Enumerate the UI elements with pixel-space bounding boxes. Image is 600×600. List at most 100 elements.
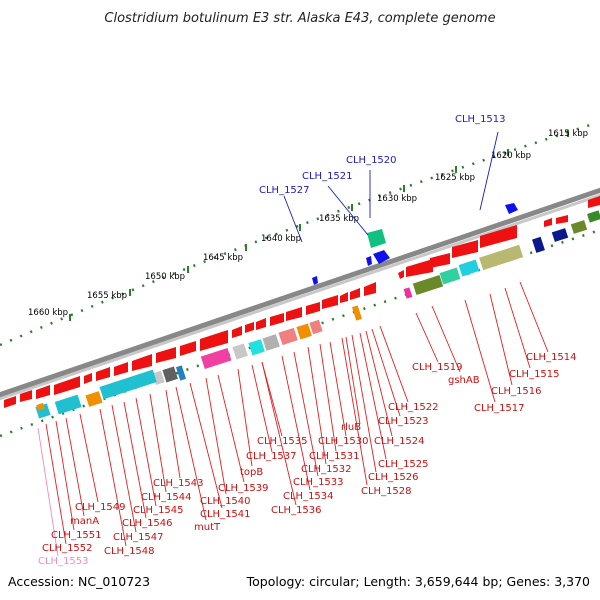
cog-block — [54, 394, 82, 415]
reverse-gene-arrow — [54, 376, 80, 395]
gene-label: CLH_1517 — [474, 403, 525, 414]
reverse-gene-arrow — [270, 313, 284, 326]
kbp-label: 1660 kbp — [28, 308, 68, 318]
gene-label: CLH_1528 — [361, 486, 412, 497]
cog-block — [200, 347, 232, 369]
forward-gene-arrows — [312, 203, 518, 285]
outer-scale-track — [0, 123, 591, 347]
reverse-gene-arrow — [256, 318, 266, 330]
kbp-label: 1635 kbp — [319, 214, 359, 224]
map-title: Clostridium botulinum E3 str. Alaska E43… — [104, 11, 495, 26]
gene-label: CLH_1530 — [318, 436, 369, 447]
gene-label: CLH_1541 — [200, 509, 251, 520]
reverse-gene-arrow — [4, 396, 16, 408]
forward-gene-arrow — [312, 276, 318, 285]
topology-text: Topology: circular; Length: 3,659,644 bp… — [246, 574, 590, 589]
kbp-label: 1615 kbp — [548, 129, 588, 139]
gene-label: CLH_1520 — [346, 155, 397, 166]
genome-backbone-shadow — [0, 193, 600, 401]
cog-block — [551, 228, 569, 242]
gene-label: CLH_1546 — [122, 518, 173, 529]
gene-label: CLH_1535 — [257, 436, 308, 447]
forward-gene-arrow — [367, 229, 386, 248]
reverse-gene-arrow — [306, 302, 320, 315]
rna-gene-labels: CLH_1553 — [38, 556, 89, 567]
forward-gene-labels: CLH_1513 CLH_1520 CLH_1521 CLH_1527 — [259, 114, 506, 196]
gene-label: CLH_1525 — [378, 459, 429, 470]
gene-label: CLH_1534 — [283, 491, 334, 502]
reverse-gene-arrow — [200, 330, 228, 351]
cog-block — [458, 259, 480, 277]
gene-label: CLH_1551 — [51, 530, 102, 541]
gene-label: CLH_1519 — [412, 362, 463, 373]
label-leader-lines — [37, 131, 549, 557]
reverse-gene-arrow — [96, 367, 110, 381]
gene-label: CLH_1539 — [218, 483, 269, 494]
reverse-gene-arrow — [406, 259, 433, 277]
cog-block — [439, 267, 461, 285]
major-ticks — [69, 130, 569, 321]
accession-text: Accession: NC_010723 — [8, 574, 150, 589]
gene-label: CLH_1515 — [509, 369, 560, 380]
gene-label: CLH_1544 — [141, 492, 192, 503]
reverse-gene-arrow — [588, 196, 600, 208]
gene-label: gshAB — [448, 375, 480, 386]
gene-label: CLH_1527 — [259, 185, 310, 196]
gene-label: CLH_1543 — [153, 478, 204, 489]
reverse-gene-arrow — [114, 362, 128, 376]
reverse-gene-arrow — [544, 218, 552, 227]
cog-block — [262, 334, 280, 351]
gene-label: topB — [240, 467, 263, 478]
cog-block — [532, 236, 545, 253]
reverse-gene-arrow — [286, 307, 302, 321]
reverse-gene-arrow — [556, 215, 568, 224]
cog-block — [85, 391, 103, 407]
gene-label: CLH_1514 — [526, 352, 577, 363]
gene-label: manA — [70, 516, 99, 527]
kbp-label: 1645 kbp — [203, 253, 243, 263]
reverse-gene-labels: CLH_1514 CLH_1515 CLH_1516 CLH_1517 gshA… — [42, 352, 577, 557]
cog-block — [36, 402, 45, 411]
reverse-gene-arrow — [132, 354, 152, 371]
genome-backbone — [0, 187, 600, 398]
reverse-gene-arrow — [245, 322, 254, 333]
reverse-gene-arrow — [340, 292, 348, 303]
gene-label: CLH_1522 — [388, 402, 439, 413]
reverse-gene-arrows — [4, 196, 600, 408]
gene-label: CLH_1537 — [246, 451, 297, 462]
reverse-gene-arrow — [156, 347, 176, 363]
gene-label: mutT — [194, 522, 221, 533]
gene-label: CLH_1545 — [133, 505, 184, 516]
cog-block — [296, 323, 312, 340]
gene-label: CLH_1553 — [38, 556, 89, 567]
kbp-label: 1655 kbp — [87, 291, 127, 301]
cog-block — [479, 244, 524, 271]
kbp-tick-labels: 1615 kbp 1620 kbp 1625 kbp 1630 kbp 1635… — [28, 129, 588, 318]
gene-label: CLH_1526 — [368, 472, 419, 483]
reverse-gene-arrow — [364, 282, 376, 296]
forward-gene-arrow — [373, 250, 390, 264]
reverse-gene-arrow — [20, 390, 32, 402]
cog-color-blocks — [35, 210, 600, 419]
cog-block — [232, 343, 248, 360]
reverse-gene-arrow — [232, 326, 242, 338]
cog-block — [570, 220, 588, 234]
reverse-gene-arrow — [430, 253, 450, 268]
gene-label: CLH_1523 — [378, 416, 429, 427]
kbp-label: 1650 kbp — [145, 272, 185, 282]
reverse-gene-arrow — [452, 240, 478, 258]
reverse-gene-arrow — [480, 225, 517, 248]
forward-gene-arrow — [505, 203, 518, 214]
cog-block — [162, 366, 178, 383]
reverse-gene-arrow — [350, 288, 360, 300]
cog-block — [99, 369, 157, 400]
reverse-gene-arrow — [84, 373, 92, 384]
kbp-label: 1640 kbp — [261, 234, 301, 244]
reverse-gene-arrow — [180, 341, 196, 356]
gene-label: CLH_1536 — [271, 505, 322, 516]
gene-label: CLH_1533 — [293, 477, 344, 488]
reverse-gene-arrow — [322, 295, 338, 309]
cog-block — [248, 339, 265, 356]
kbp-label: 1620 kbp — [491, 151, 531, 161]
